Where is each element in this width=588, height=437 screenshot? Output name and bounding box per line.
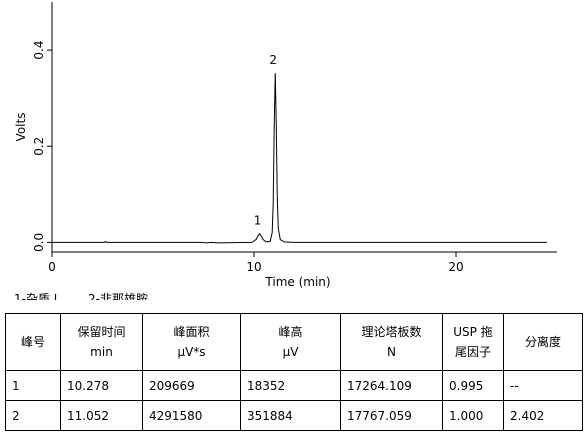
header-text: 保留时间 — [77, 325, 126, 339]
results-table: 峰号 保留时间 min 峰面积 μV*s 峰高 μV 理论塔板数 N USP 拖尾因子 分离度 1 10… — [5, 313, 583, 431]
header-text: 分离度 — [524, 335, 561, 349]
data-row: 2 11.052 4291580 351884 17767.059 1.000 2.402 — [5, 400, 583, 431]
header-text: 理论塔板数 — [361, 325, 422, 339]
data-cell: 2.402 — [503, 400, 583, 431]
data-row: 1 10.278 209669 18352 17264.109 0.995 -- — [5, 370, 583, 401]
header-text: min — [90, 345, 113, 359]
data-cell: 209669 — [142, 370, 241, 401]
header-text: 尾因子 — [454, 345, 491, 359]
data-cell: 4291580 — [142, 400, 241, 431]
header-text: μV — [282, 345, 299, 359]
data-cell: 0.995 — [442, 370, 504, 401]
data-cell: 351884 — [240, 400, 341, 431]
data-cell: 11.052 — [60, 400, 143, 431]
data-cell: 17767.059 — [340, 400, 443, 431]
header-text: μV*s — [177, 345, 206, 359]
header-cell: 分离度 — [503, 313, 583, 371]
chart: Time (min) Volts 0 10 20 0.0 0.2 0.4 1 2 1-杂质 I 2… — [14, 2, 557, 300]
y-tick-label: 0.0 — [32, 233, 46, 252]
peak-label: 2 — [269, 53, 277, 67]
header-cell: USP 拖尾因子 — [442, 313, 504, 371]
x-axis-label: Time (min) — [264, 275, 330, 289]
data-cell: 18352 — [240, 370, 341, 401]
header-cell: 峰面积 μV*s — [142, 313, 241, 371]
x-tick-label: 10 — [246, 260, 261, 274]
y-axis-label: Volts — [14, 113, 28, 142]
header-cell: 峰高 μV — [240, 313, 341, 371]
header-cell: 理论塔板数 N — [340, 313, 443, 371]
y-tick-label: 0.4 — [32, 41, 46, 60]
peak-label: 1 — [254, 214, 262, 228]
header-text: 峰号 — [20, 335, 45, 349]
data-cell: -- — [503, 370, 583, 401]
header-cell: 峰号 — [5, 313, 61, 371]
chromatogram-line — [52, 73, 547, 244]
x-tick-label: 20 — [448, 260, 463, 274]
x-tick-label: 0 — [48, 260, 56, 274]
data-cell: 2 — [5, 400, 61, 431]
header-text: USP 拖 — [453, 325, 493, 339]
header-text: N — [387, 345, 396, 359]
header-row: 峰号 保留时间 min 峰面积 μV*s 峰高 μV 理论塔板数 N USP 拖尾因子 分离度 — [5, 313, 583, 371]
data-cell: 1.000 — [442, 400, 504, 431]
header-text: 峰面积 — [173, 325, 210, 339]
data-cell: 17264.109 — [340, 370, 443, 401]
data-cell: 1 — [5, 370, 61, 401]
legend-item: 1-杂质 I — [14, 292, 57, 300]
header-text: 峰高 — [278, 325, 303, 339]
y-tick-label: 0.2 — [32, 137, 46, 156]
header-cell: 保留时间 min — [60, 313, 143, 371]
legend-item: 2-非那雄胺 — [88, 291, 148, 300]
data-cell: 10.278 — [60, 370, 143, 401]
